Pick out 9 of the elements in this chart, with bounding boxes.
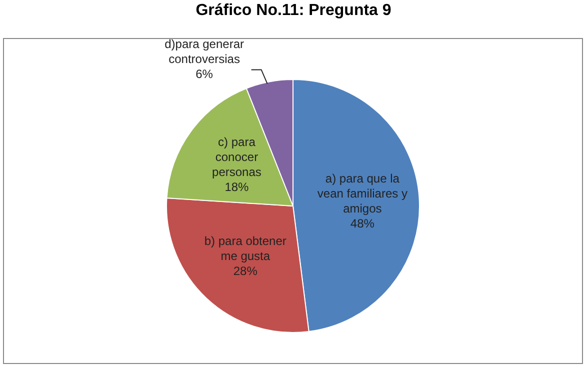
data-label: 6%: [196, 67, 214, 82]
chart-title: Gráfico No.11: Pregunta 9: [194, 2, 392, 20]
data-label: 18%: [224, 180, 250, 194]
slice-label: c) para conocer personas: [212, 134, 262, 179]
slice-label: b) para obtener me gusta: [204, 234, 286, 264]
data-label: 48%: [350, 216, 375, 230]
data-label: 28%: [233, 264, 258, 278]
slice-label: a) para que la vean familiares y amigos: [317, 171, 408, 216]
slice-label: d)para generar controversias: [164, 37, 244, 66]
